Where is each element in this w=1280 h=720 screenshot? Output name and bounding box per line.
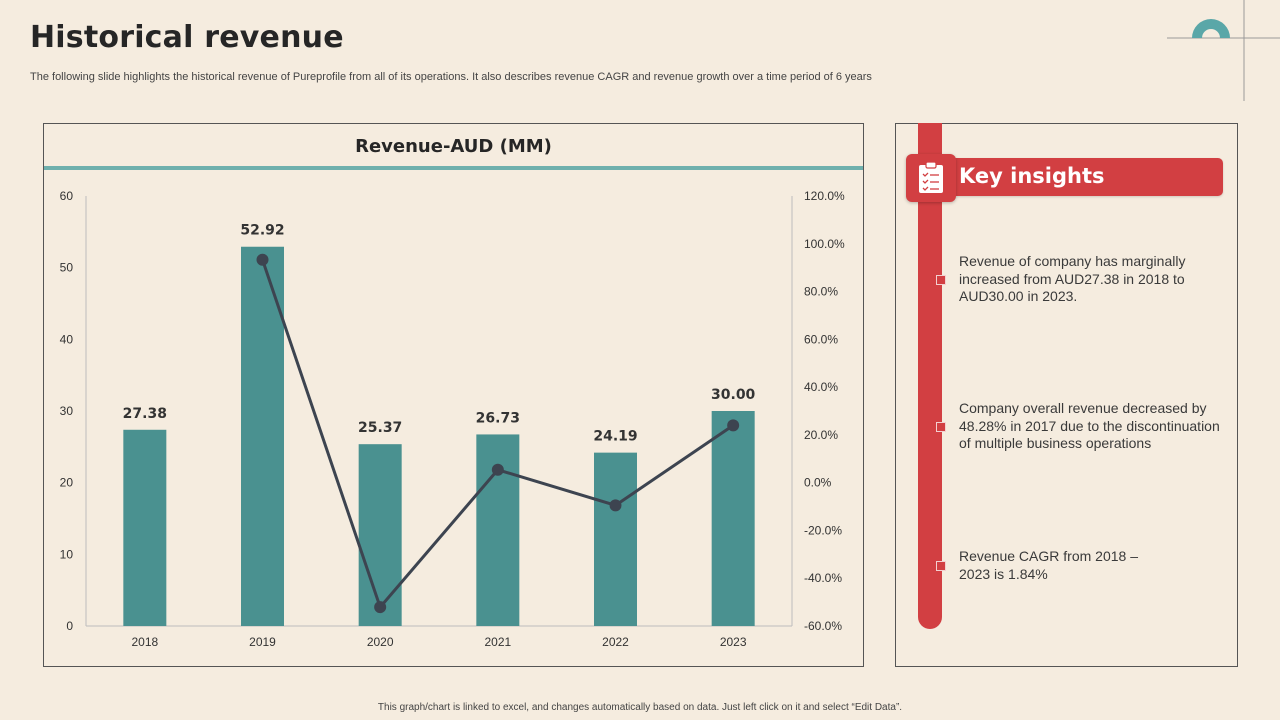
growth-point <box>491 463 504 476</box>
page-subtitle: The following slide highlights the histo… <box>30 71 872 83</box>
y-right-tick-label: -40.0% <box>804 571 842 585</box>
y-right-tick-label: 60.0% <box>804 332 838 346</box>
key-insights-panel: Key insights Revenue of company has marg… <box>895 123 1238 667</box>
y-left-tick-label: 40 <box>60 332 74 346</box>
insights-timeline-bar <box>918 123 942 629</box>
insight-bullet <box>936 422 946 432</box>
y-left-tick-label: 0 <box>66 619 73 633</box>
y-right-tick-label: 120.0% <box>804 189 845 203</box>
clipboard-icon <box>919 161 943 193</box>
bar-data-label: 25.37 <box>358 420 402 436</box>
insight-item: Revenue CAGR from 2018 – 2023 is 1.84% <box>959 548 1138 582</box>
x-tick-label: 2019 <box>249 635 276 649</box>
bar-data-label: 24.19 <box>593 429 637 445</box>
y-left-tick-label: 60 <box>60 189 74 203</box>
growth-point <box>609 499 622 512</box>
y-left-tick-label: 50 <box>60 261 74 275</box>
insight-bullet <box>936 561 946 571</box>
revenue-bar <box>476 434 520 626</box>
revenue-bar <box>594 452 637 626</box>
insights-header-label: Key insights <box>959 164 1105 188</box>
x-tick-label: 2020 <box>367 635 394 649</box>
insight-item: Company overall revenue decreased by 48.… <box>959 400 1220 451</box>
corner-decoration <box>1167 0 1280 101</box>
y-right-tick-label: 20.0% <box>804 428 838 442</box>
revenue-bar <box>358 444 402 626</box>
growth-point <box>256 253 269 266</box>
y-right-tick-label: -60.0% <box>804 619 842 633</box>
bar-data-label: 26.73 <box>476 410 520 426</box>
revenue-chart-panel: Revenue-AUD (MM) 0 10 20 30 40 50 60 -60.0% -40.… <box>43 123 864 667</box>
x-tick-label: 2022 <box>602 635 629 649</box>
y-right-tick-label: 40.0% <box>804 380 838 394</box>
bar-data-label: 27.38 <box>123 406 167 422</box>
chart-title-rule <box>44 166 863 170</box>
bar-data-label: 52.92 <box>240 223 284 239</box>
insight-item: Revenue of company has marginally increa… <box>959 253 1186 304</box>
insights-header: Key insights <box>946 158 1223 196</box>
bar-data-label: 30.00 <box>711 387 756 403</box>
y-left-tick-label: 10 <box>60 547 74 561</box>
revenue-bar <box>711 411 755 626</box>
growth-point <box>727 419 740 432</box>
y-left-tick-label: 20 <box>60 476 74 490</box>
y-right-tick-label: 100.0% <box>804 237 845 251</box>
footer-note: This graph/chart is linked to excel, and… <box>377 702 903 713</box>
x-tick-label: 2018 <box>131 635 158 649</box>
y-right-tick-label: 80.0% <box>804 285 838 299</box>
x-tick-label: 2021 <box>484 635 511 649</box>
growth-point <box>374 601 387 614</box>
clipboard-icon-box <box>906 154 956 202</box>
revenue-bar <box>123 429 167 626</box>
page-title: Historical revenue <box>30 20 344 55</box>
y-right-tick-label: -20.0% <box>804 523 842 537</box>
revenue-bar <box>241 246 284 626</box>
y-right-tick-label: 0.0% <box>804 476 832 490</box>
revenue-chart: 0 10 20 30 40 50 60 -60.0% -40.0% -20.0% 0.0% 20.0%… <box>60 189 845 649</box>
insight-bullet <box>936 275 946 285</box>
x-tick-label: 2023 <box>720 635 747 649</box>
y-left-tick-label: 30 <box>60 404 74 418</box>
chart-title: Revenue-AUD (MM) <box>355 136 552 157</box>
